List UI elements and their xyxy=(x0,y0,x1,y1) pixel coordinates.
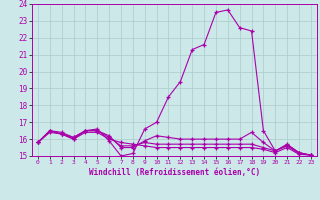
X-axis label: Windchill (Refroidissement éolien,°C): Windchill (Refroidissement éolien,°C) xyxy=(89,168,260,177)
